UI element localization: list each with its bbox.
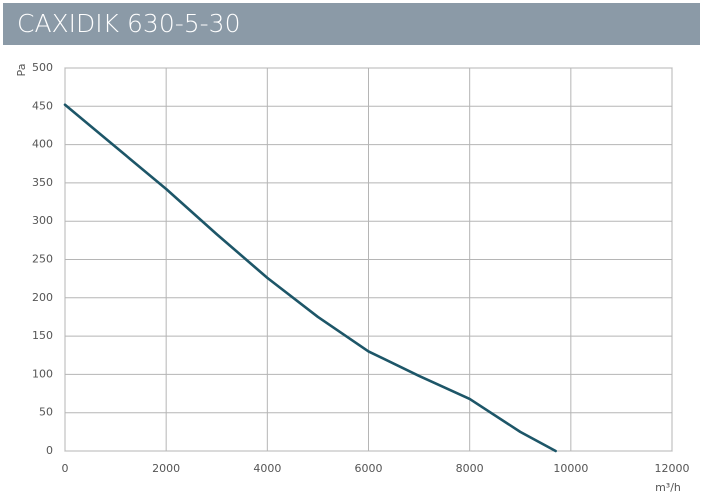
y-tick-label: 450 — [32, 99, 53, 112]
x-tick-label: 10000 — [553, 462, 588, 475]
x-tick-label: 2000 — [152, 462, 180, 475]
title-banner — [3, 3, 700, 45]
y-axis-label: Pa — [15, 64, 28, 77]
y-tick-label: 350 — [32, 176, 53, 189]
y-tick-label: 200 — [32, 291, 53, 304]
x-tick-label: 4000 — [253, 462, 281, 475]
curve-line — [63, 103, 557, 453]
y-tick-label: 300 — [32, 214, 53, 227]
y-tick-label: 150 — [32, 329, 53, 342]
x-tick-label: 6000 — [355, 462, 383, 475]
y-tick-label: 0 — [46, 444, 53, 457]
chart-title: CAXIDIK 630-5-30 — [17, 9, 241, 38]
y-tick-label: 100 — [32, 367, 53, 380]
y-tick-label: 50 — [39, 406, 53, 419]
x-tick-label: 0 — [62, 462, 69, 475]
x-tick-label: 12000 — [655, 462, 690, 475]
y-tick-label: 400 — [32, 138, 53, 151]
y-tick-label: 500 — [32, 61, 53, 74]
x-tick-label: 8000 — [456, 462, 484, 475]
x-axis-label: m³/h — [655, 481, 681, 494]
y-tick-label: 250 — [32, 253, 53, 266]
